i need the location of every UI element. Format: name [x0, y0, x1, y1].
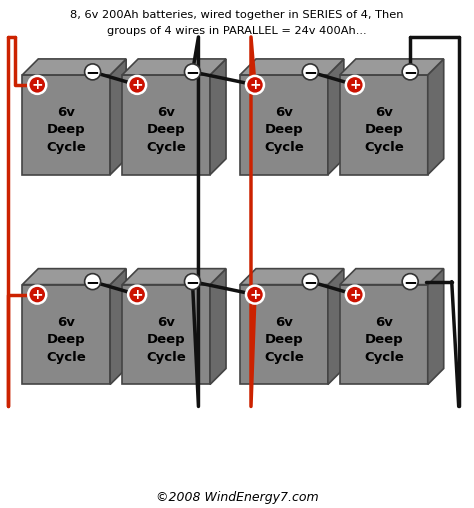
- Circle shape: [84, 64, 100, 80]
- Text: 6v
Deep
Cycle: 6v Deep Cycle: [46, 106, 86, 154]
- Text: −: −: [185, 273, 200, 291]
- Text: −: −: [403, 273, 417, 291]
- Circle shape: [184, 64, 201, 80]
- Circle shape: [246, 285, 264, 304]
- Circle shape: [246, 76, 264, 94]
- Polygon shape: [428, 59, 444, 175]
- Polygon shape: [240, 59, 344, 75]
- Text: −: −: [86, 63, 100, 81]
- Circle shape: [28, 76, 46, 94]
- Bar: [340, 284, 428, 385]
- Text: +: +: [349, 288, 361, 302]
- Polygon shape: [22, 269, 126, 284]
- Text: 6v
Deep
Cycle: 6v Deep Cycle: [364, 106, 404, 154]
- Text: groups of 4 wires in PARALLEL = 24v 400Ah...: groups of 4 wires in PARALLEL = 24v 400A…: [107, 26, 367, 36]
- Text: 6v
Deep
Cycle: 6v Deep Cycle: [364, 315, 404, 364]
- Text: −: −: [303, 273, 317, 291]
- Polygon shape: [210, 59, 226, 175]
- Text: 6v
Deep
Cycle: 6v Deep Cycle: [46, 315, 86, 364]
- Circle shape: [402, 274, 418, 290]
- Bar: [122, 284, 210, 385]
- Text: 6v
Deep
Cycle: 6v Deep Cycle: [264, 106, 304, 154]
- Polygon shape: [210, 269, 226, 385]
- Text: 6v
Deep
Cycle: 6v Deep Cycle: [146, 106, 186, 154]
- Text: 8, 6v 200Ah batteries, wired together in SERIES of 4, Then: 8, 6v 200Ah batteries, wired together in…: [70, 10, 404, 20]
- Bar: [22, 75, 110, 175]
- Circle shape: [402, 64, 418, 80]
- Polygon shape: [110, 59, 126, 175]
- Text: ©2008 WindEnergy7.com: ©2008 WindEnergy7.com: [155, 491, 319, 504]
- Circle shape: [346, 76, 364, 94]
- Text: −: −: [86, 273, 100, 291]
- Circle shape: [128, 285, 146, 304]
- Bar: [340, 75, 428, 175]
- Circle shape: [28, 285, 46, 304]
- Bar: [122, 75, 210, 175]
- Polygon shape: [328, 269, 344, 385]
- Circle shape: [346, 285, 364, 304]
- Polygon shape: [22, 59, 126, 75]
- Circle shape: [184, 274, 201, 290]
- Text: +: +: [131, 288, 143, 302]
- Polygon shape: [328, 59, 344, 175]
- Text: +: +: [31, 78, 43, 92]
- Text: −: −: [185, 63, 200, 81]
- Circle shape: [84, 274, 100, 290]
- Polygon shape: [340, 59, 444, 75]
- Circle shape: [128, 76, 146, 94]
- Text: +: +: [31, 288, 43, 302]
- Polygon shape: [340, 269, 444, 284]
- Text: +: +: [249, 288, 261, 302]
- Text: 6v
Deep
Cycle: 6v Deep Cycle: [264, 315, 304, 364]
- Polygon shape: [110, 269, 126, 385]
- Text: 6v
Deep
Cycle: 6v Deep Cycle: [146, 315, 186, 364]
- Text: +: +: [249, 78, 261, 92]
- Text: +: +: [349, 78, 361, 92]
- Circle shape: [302, 274, 319, 290]
- Text: −: −: [303, 63, 317, 81]
- Text: +: +: [131, 78, 143, 92]
- Polygon shape: [240, 269, 344, 284]
- Bar: [240, 284, 328, 385]
- Text: −: −: [403, 63, 417, 81]
- Bar: [22, 284, 110, 385]
- Polygon shape: [122, 269, 226, 284]
- Polygon shape: [122, 59, 226, 75]
- Circle shape: [302, 64, 319, 80]
- Polygon shape: [428, 269, 444, 385]
- Bar: [240, 75, 328, 175]
